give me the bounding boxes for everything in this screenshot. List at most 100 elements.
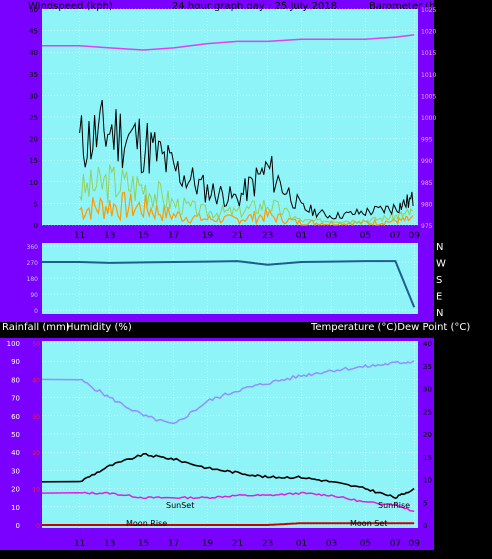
- direction-tick: 180: [27, 276, 39, 283]
- bottom-x-tick: 21: [232, 539, 243, 549]
- wind-average-line: [79, 164, 414, 224]
- barometer-tick: 990: [421, 158, 433, 165]
- barometer-title: Barometer (hpa): [369, 1, 452, 12]
- top-x-tick: 05: [360, 231, 371, 241]
- rainfall-tick: 30: [32, 414, 40, 421]
- wind-low-line: [79, 191, 414, 227]
- dewpoint-line: [41, 491, 415, 513]
- top-x-tick: 03: [326, 231, 337, 241]
- direction-tick: 0: [34, 308, 38, 315]
- direction-tick: 360: [27, 244, 39, 251]
- top-x-tick: 15: [138, 231, 149, 241]
- windspeed-tick: 20: [29, 136, 38, 144]
- top-x-tick: 23: [262, 231, 273, 241]
- humidity-tick: 60: [11, 413, 20, 421]
- rainfall-tick: 10: [32, 487, 40, 494]
- bottom-x-tick: 13: [104, 539, 115, 549]
- compass-label: N: [436, 242, 443, 253]
- barometer-tick: 1015: [421, 50, 436, 57]
- sunrise-label: SunRise: [378, 501, 410, 510]
- humidity-tick: 100: [7, 340, 20, 348]
- top-x-tick: 09: [409, 231, 421, 241]
- windspeed-tick: 25: [29, 114, 38, 122]
- compass-label: W: [436, 259, 446, 270]
- bottom-x-tick: 03: [326, 539, 337, 549]
- compass-label: N: [436, 308, 443, 319]
- barometer-tick: 1000: [421, 115, 436, 122]
- barometer-line: [42, 34, 415, 51]
- bottom-x-tick: 17: [168, 539, 179, 549]
- temperature-tick: 40: [423, 340, 432, 348]
- barometer-tick: 985: [421, 180, 433, 187]
- windspeed-tick: 0: [34, 222, 38, 230]
- temperature-tick: 30: [423, 386, 432, 394]
- windspeed-tick: 40: [29, 49, 38, 57]
- humidity-tick: 50: [11, 431, 20, 439]
- rainfall-tick: 20: [32, 450, 40, 457]
- bottom-x-tick: 05: [360, 539, 371, 549]
- humidity-tick: 10: [11, 504, 20, 512]
- top-x-tick: 11: [74, 231, 85, 241]
- temperature-tick: 35: [423, 363, 432, 371]
- bottom-x-tick: 09: [409, 539, 421, 549]
- barometer-tick: 1020: [421, 29, 436, 36]
- wind-gust-line: [79, 99, 414, 220]
- direction-tick: 90: [30, 292, 38, 299]
- temperature-title: Temperature (°C)Dew Point (°C): [310, 322, 470, 333]
- temperature-tick: 10: [423, 477, 432, 485]
- humidity-title: Humidity (%): [66, 322, 132, 333]
- moonset-label: Moon Set: [350, 519, 387, 528]
- humidity-line: [41, 360, 415, 425]
- direction-tick: 270: [27, 260, 39, 267]
- barometer-tick: 995: [421, 137, 433, 144]
- temperature-tick: 15: [423, 454, 432, 462]
- chart-title: 24 hour graph day : 25 July 2018: [172, 1, 337, 12]
- compass-label: E: [436, 292, 442, 303]
- windspeed-title: Windspeed (kph): [28, 1, 113, 12]
- top-x-tick: 01: [296, 231, 307, 241]
- humidity-tick: 30: [11, 467, 20, 475]
- barometer-tick: 980: [421, 201, 433, 208]
- barometer-tick: 1010: [421, 72, 436, 79]
- rainfall-line: [42, 522, 415, 526]
- windspeed-tick: 10: [29, 179, 38, 187]
- temperature-tick: 25: [423, 408, 432, 416]
- moonrise-label: Moon Rise: [126, 519, 167, 528]
- top-x-tick: 07: [390, 231, 401, 241]
- top-x-tick: 13: [104, 231, 115, 241]
- bottom-x-tick: 19: [202, 539, 214, 549]
- bottom-x-tick: 11: [74, 539, 85, 549]
- barometer-tick: 1005: [421, 93, 436, 100]
- sunset-label: SunSet: [166, 501, 194, 510]
- direction-plot-area: [42, 243, 418, 314]
- rainfall-tick: 40: [32, 377, 40, 384]
- bottom-x-tick: 01: [296, 539, 307, 549]
- bottom-x-tick: 15: [138, 539, 149, 549]
- windspeed-tick: 5: [34, 200, 38, 208]
- windspeed-tick: 30: [29, 92, 38, 100]
- humidity-tick: 70: [11, 395, 20, 403]
- temperature-line: [41, 452, 415, 500]
- top-x-tick: 19: [202, 231, 214, 241]
- humidity-tick: 20: [11, 486, 20, 494]
- barometer-tick: 975: [421, 223, 433, 230]
- bottom-plot-area: [42, 341, 418, 528]
- temperature-tick: 0: [423, 522, 427, 530]
- windspeed-tick: 35: [29, 71, 38, 79]
- windspeed-tick: 15: [29, 157, 38, 165]
- bottom-x-tick: 23: [262, 539, 273, 549]
- windspeed-tick: 45: [29, 28, 38, 36]
- compass-label: S: [436, 275, 442, 286]
- direction-line: [42, 260, 416, 308]
- humidity-tick: 90: [11, 358, 20, 366]
- rainfall-tick: 0: [36, 523, 40, 530]
- top-x-tick: 17: [168, 231, 179, 241]
- humidity-tick: 40: [11, 449, 20, 457]
- barometer-tick: 1025: [421, 7, 436, 14]
- top-x-tick: 21: [232, 231, 243, 241]
- humidity-tick: 80: [11, 376, 20, 384]
- temperature-tick: 20: [423, 431, 432, 439]
- rainfall-tick: 50: [32, 341, 40, 348]
- humidity-tick: 0: [16, 522, 20, 530]
